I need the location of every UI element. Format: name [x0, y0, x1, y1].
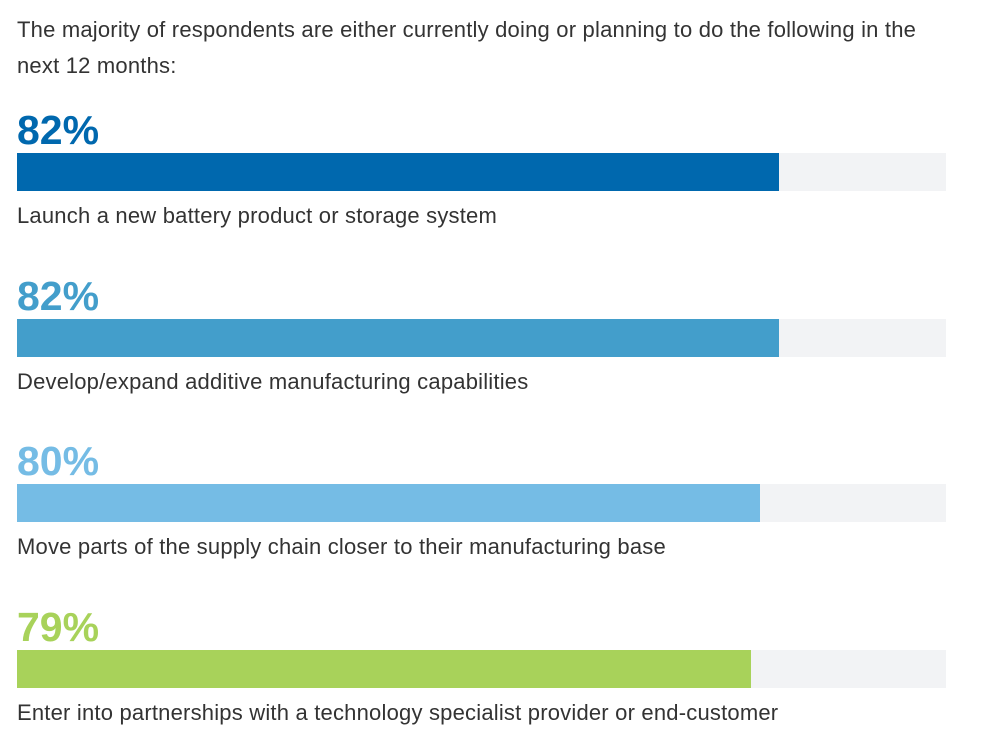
bar-track: [17, 153, 946, 191]
bar-track: [17, 484, 946, 522]
bar-fill: [17, 650, 751, 688]
bar-fill: [17, 153, 779, 191]
chart-item: 80% Move parts of the supply chain close…: [17, 438, 947, 563]
bar-value-label: 82%: [17, 107, 100, 153]
bar-fill: [17, 484, 760, 522]
bar-value-label: 80%: [17, 438, 100, 484]
bar-value-label: 82%: [17, 273, 100, 319]
bar-category-label: Launch a new battery product or storage …: [17, 203, 498, 228]
bar-fill: [17, 319, 779, 357]
bar-track: [17, 319, 946, 357]
bar-category-label: Develop/expand additive manufacturing ca…: [17, 369, 529, 394]
bar-value-label: 79%: [17, 604, 100, 650]
bar-category-label: Enter into partnerships with a technolog…: [17, 700, 779, 725]
chart-item: 79% Enter into partnerships with a techn…: [17, 604, 947, 729]
chart-item: 82% Develop/expand additive manufacturin…: [17, 273, 947, 398]
intro-text: The majority of respondents are either c…: [17, 17, 917, 78]
bar-track: [17, 650, 946, 688]
bar-category-label: Move parts of the supply chain closer to…: [17, 534, 666, 559]
chart-item: 82% Launch a new battery product or stor…: [17, 107, 947, 232]
